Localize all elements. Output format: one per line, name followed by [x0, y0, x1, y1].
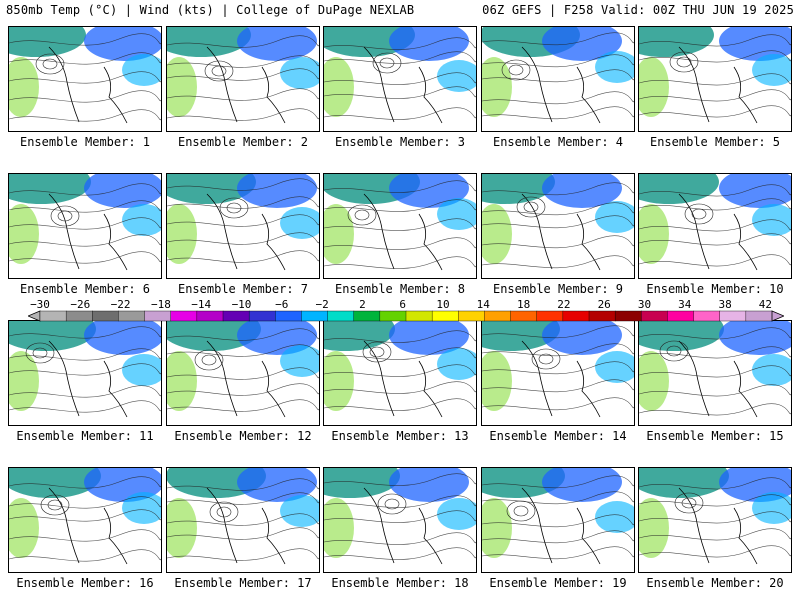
- ensemble-map-panel: [8, 173, 162, 279]
- colorbar-tick-label: −22: [110, 298, 131, 311]
- colorbar-swatch: [667, 310, 695, 322]
- colorbar-swatch: [248, 310, 276, 322]
- colorbar-swatch: [301, 310, 329, 322]
- colorbar-tick-label: 42: [758, 298, 773, 311]
- colorbar-swatch: [484, 310, 512, 322]
- colorbar-tick-label: 34: [678, 298, 692, 311]
- colorbar-swatch: [562, 310, 590, 322]
- colorbar-swatch: [510, 310, 538, 322]
- ensemble-member-label: Ensemble Member: 18: [331, 576, 469, 590]
- ensemble-member-label: Ensemble Member: 5: [649, 135, 781, 149]
- ensemble-map-panel: [638, 26, 792, 132]
- colorbar-swatch: [458, 310, 485, 322]
- ensemble-member-label: Ensemble Member: 12: [174, 429, 312, 443]
- colorbar-swatch: [170, 310, 198, 322]
- ensemble-member-label: Ensemble Member: 9: [492, 282, 624, 296]
- colorbar-tick-label: 26: [597, 298, 611, 311]
- ensemble-map-panel: [323, 320, 477, 426]
- valid-time: 06Z GEFS | F258 Valid: 00Z THU JUN 19 20…: [482, 3, 794, 17]
- ensemble-map-panel: [481, 26, 635, 132]
- ensemble-member-label: Ensemble Member: 7: [177, 282, 309, 296]
- ensemble-map-panel: [481, 467, 635, 573]
- ensemble-member-label: Ensemble Member: 11: [16, 429, 154, 443]
- ensemble-member-label: Ensemble Member: 1: [19, 135, 151, 149]
- colorbar-swatch: [405, 310, 433, 322]
- ensemble-map-panel: [638, 467, 792, 573]
- colorbar-swatch: [39, 310, 67, 322]
- colorbar-swatch: [196, 310, 224, 322]
- ensemble-map-panel: [481, 173, 635, 279]
- colorbar-tick-label: 22: [557, 298, 571, 311]
- map-title: 850mb Temp (°C) | Wind (kts) | College o…: [6, 3, 415, 17]
- ensemble-member-label: Ensemble Member: 4: [492, 135, 624, 149]
- colorbar-tick-label: 2: [359, 298, 366, 311]
- ensemble-map-panel: [166, 173, 320, 279]
- colorbar-max-arrow: [771, 310, 784, 322]
- colorbar-swatch: [327, 310, 355, 322]
- ensemble-map-panel: [638, 320, 792, 426]
- colorbar-tick-label: 18: [516, 298, 531, 311]
- colorbar-tick-label: 38: [718, 298, 732, 311]
- ensemble-member-label: Ensemble Member: 15: [646, 429, 784, 443]
- ensemble-map-panel: [481, 320, 635, 426]
- colorbar-tick-label: −14: [191, 298, 212, 311]
- colorbar-swatch: [92, 310, 119, 322]
- colorbar-swatch: [536, 310, 564, 322]
- ensemble-member-label: Ensemble Member: 3: [334, 135, 466, 149]
- ensemble-member-label: Ensemble Member: 10: [646, 282, 784, 296]
- ensemble-member-label: Ensemble Member: 13: [331, 429, 469, 443]
- ensemble-member-label: Ensemble Member: 8: [334, 282, 466, 296]
- ensemble-member-label: Ensemble Member: 20: [646, 576, 784, 590]
- ensemble-map-panel: [8, 467, 162, 573]
- ensemble-map-panel: [323, 467, 477, 573]
- colorbar-swatch: [65, 310, 93, 322]
- colorbar-tick-label: 30: [637, 298, 652, 311]
- colorbar-tick-label: 14: [476, 298, 490, 311]
- ensemble-member-label: Ensemble Member: 14: [489, 429, 627, 443]
- ensemble-map-panel: [8, 26, 162, 132]
- colorbar-tick-label: −10: [231, 298, 252, 311]
- ensemble-map-panel: [323, 173, 477, 279]
- temperature-colorbar: [28, 310, 784, 322]
- colorbar-tick-label: −30: [30, 298, 50, 311]
- ensemble-map-panel: [323, 26, 477, 132]
- colorbar-swatch: [693, 310, 721, 322]
- ensemble-member-label: Ensemble Member: 2: [177, 135, 309, 149]
- colorbar-tick-label: 6: [399, 298, 406, 311]
- colorbar-swatch: [118, 310, 146, 322]
- ensemble-map-panel: [638, 173, 792, 279]
- colorbar-tick-label: 10: [436, 298, 450, 311]
- ensemble-map-panel: [166, 320, 320, 426]
- colorbar-swatch: [614, 310, 642, 322]
- colorbar-swatch: [431, 310, 459, 322]
- colorbar-swatch: [719, 310, 747, 322]
- colorbar-tick-label: −2: [315, 298, 329, 311]
- ensemble-member-label: Ensemble Member: 16: [16, 576, 154, 590]
- colorbar-swatch: [745, 310, 773, 322]
- colorbar-swatch: [641, 310, 668, 322]
- ensemble-map-panel: [8, 320, 162, 426]
- colorbar-swatch: [353, 310, 381, 322]
- colorbar-tick-label: −6: [275, 298, 289, 311]
- colorbar-tick-label: −26: [70, 298, 91, 311]
- colorbar-swatch: [222, 310, 250, 322]
- colorbar-swatch: [588, 310, 616, 322]
- ensemble-map-panel: [166, 467, 320, 573]
- colorbar-swatch: [275, 310, 302, 322]
- ensemble-member-label: Ensemble Member: 19: [489, 576, 627, 590]
- colorbar-min-arrow: [28, 310, 41, 322]
- colorbar-swatch: [379, 310, 407, 322]
- ensemble-member-label: Ensemble Member: 6: [19, 282, 151, 296]
- colorbar-tick-label: −18: [150, 298, 171, 311]
- ensemble-map-panel: [166, 26, 320, 132]
- colorbar-swatch: [144, 310, 172, 322]
- ensemble-member-label: Ensemble Member: 17: [174, 576, 312, 590]
